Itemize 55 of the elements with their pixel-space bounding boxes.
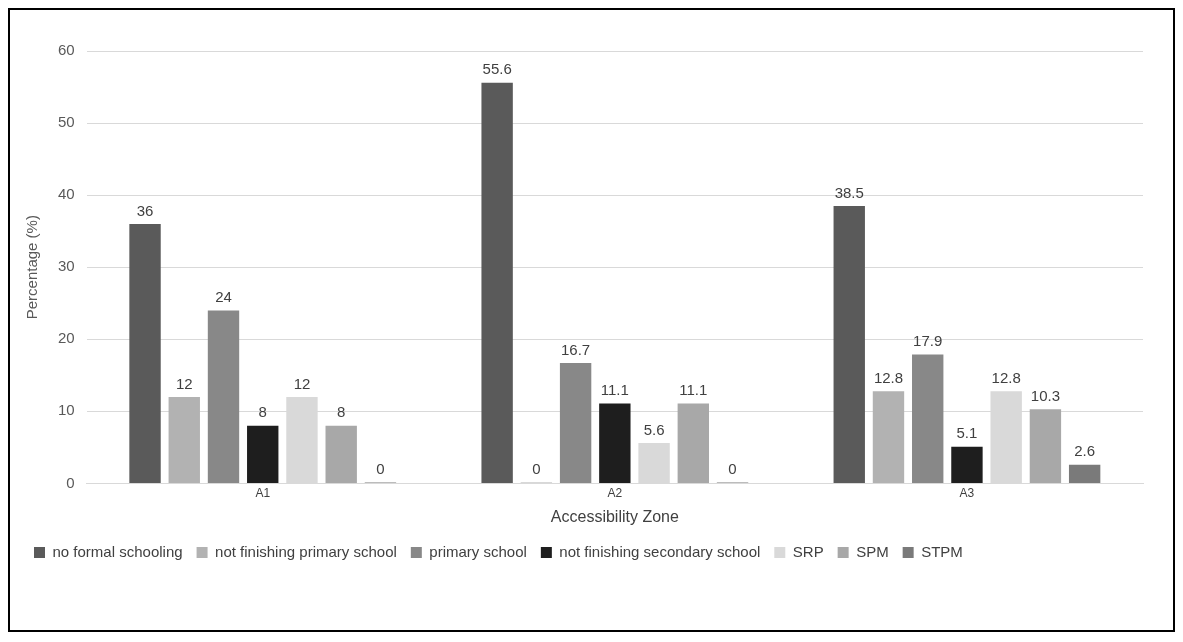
y-tick-label: 50 — [58, 113, 75, 131]
bar — [481, 82, 513, 483]
legend-label: not finishing primary school — [215, 542, 397, 560]
data-label: 16.7 — [561, 340, 591, 358]
legend-label: SPM — [856, 542, 889, 560]
bar — [951, 446, 983, 483]
bar — [207, 310, 240, 483]
data-label: 11.1 — [679, 381, 708, 399]
y-axis-title: Percentage (%) — [23, 215, 41, 320]
bar — [247, 425, 279, 483]
bar — [1068, 464, 1101, 483]
legend-label: primary school — [429, 542, 527, 560]
y-tick-label: 0 — [66, 473, 75, 491]
x-tick-label: A3 — [959, 485, 975, 500]
y-tick-label: 20 — [58, 329, 75, 347]
bar — [168, 396, 200, 483]
data-label: 12.8 — [991, 368, 1021, 386]
data-label: 0 — [532, 460, 541, 478]
bar — [833, 205, 865, 483]
data-label: 2.6 — [1074, 442, 1096, 460]
bar — [872, 391, 905, 483]
x-axis-title: Accessibility Zone — [550, 507, 679, 525]
data-label: 11.1 — [600, 381, 629, 399]
data-label: 38.5 — [834, 183, 864, 201]
data-label: 36 — [136, 201, 154, 219]
data-label: 8 — [337, 403, 346, 421]
legend-label: not finishing secondary school — [559, 542, 761, 560]
data-label: 12 — [175, 374, 193, 392]
y-tick-label: 10 — [58, 401, 75, 419]
legend-label: no formal schooling — [52, 542, 183, 560]
legend-label: STPM — [921, 542, 963, 560]
y-tick-label: 40 — [58, 185, 75, 203]
data-label: 24 — [215, 288, 232, 306]
data-label: 8 — [258, 403, 267, 421]
y-tick-label: 30 — [58, 257, 75, 275]
data-label: 12.8 — [873, 368, 904, 386]
bar — [677, 403, 710, 483]
data-label: 17.9 — [913, 332, 943, 350]
bar — [559, 363, 592, 483]
data-label: 5.6 — [643, 420, 665, 438]
data-label: 0 — [728, 460, 737, 478]
bar — [129, 223, 161, 483]
data-label: 55.6 — [482, 60, 512, 78]
bar — [325, 425, 357, 483]
data-label: 10.3 — [1030, 386, 1061, 404]
y-tick-label: 60 — [58, 41, 75, 59]
legend-label: SRP — [792, 542, 824, 560]
bar — [912, 354, 944, 483]
data-label: 5.1 — [956, 424, 978, 442]
data-label: 0 — [376, 460, 385, 478]
x-tick-label: A1 — [255, 485, 271, 500]
bar — [1029, 409, 1062, 483]
data-label: 12 — [293, 374, 311, 392]
x-tick-label: A2 — [607, 485, 623, 500]
bar — [599, 403, 631, 483]
